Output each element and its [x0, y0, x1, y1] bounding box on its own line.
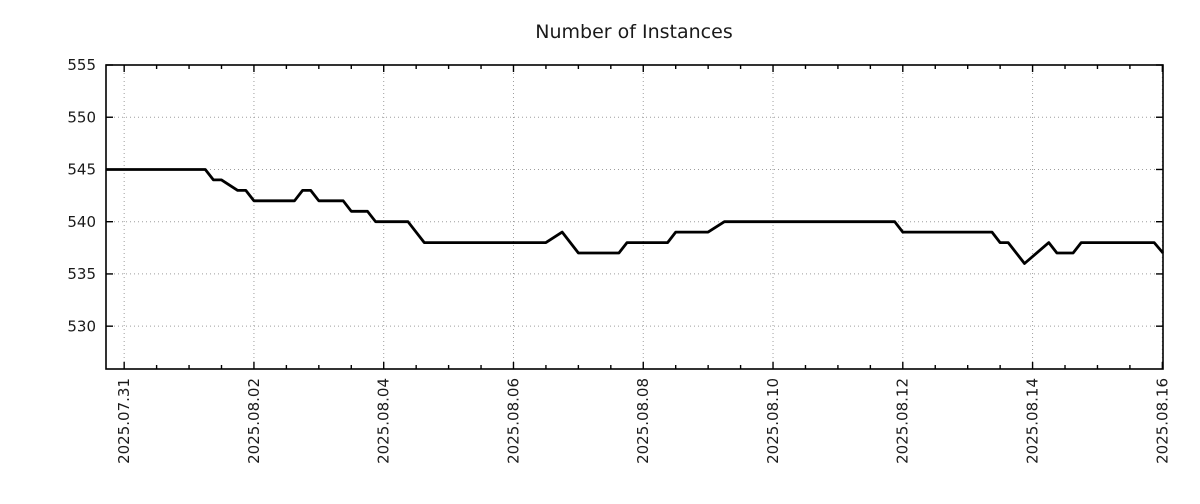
- x-tick-label: 2025.08.04: [375, 378, 393, 464]
- y-tick-label: 545: [67, 161, 96, 179]
- x-tick-label: 2025.08.10: [764, 378, 782, 464]
- data-line: [106, 168, 1165, 265]
- y-tick-label: 530: [67, 317, 96, 335]
- x-tick-label: 2025.08.16: [1153, 378, 1171, 464]
- y-tick-label: 535: [67, 265, 96, 283]
- x-tick-label: 2025.08.12: [894, 378, 912, 464]
- x-tick-label: 2025.07.31: [115, 378, 133, 464]
- grid-layer: [106, 65, 1163, 369]
- y-tick-label: 555: [67, 56, 96, 74]
- x-tick-label: 2025.08.08: [634, 378, 652, 464]
- axis-labels: 555 550 545 540 535 530 2025.07.31 2025.08.02 20…: [67, 56, 1171, 464]
- x-tick-label: 2025.08.14: [1024, 378, 1042, 464]
- plot-border: [105, 64, 1164, 370]
- y-tick-label: 550: [67, 108, 96, 126]
- axis-layer: [105, 64, 1164, 370]
- chart-title: Number of Instances: [535, 21, 732, 43]
- y-tick-label: 540: [67, 213, 96, 231]
- series-layer: [106, 168, 1165, 265]
- x-tick-label: 2025.08.06: [504, 378, 522, 464]
- x-tick-label: 2025.08.02: [245, 378, 263, 464]
